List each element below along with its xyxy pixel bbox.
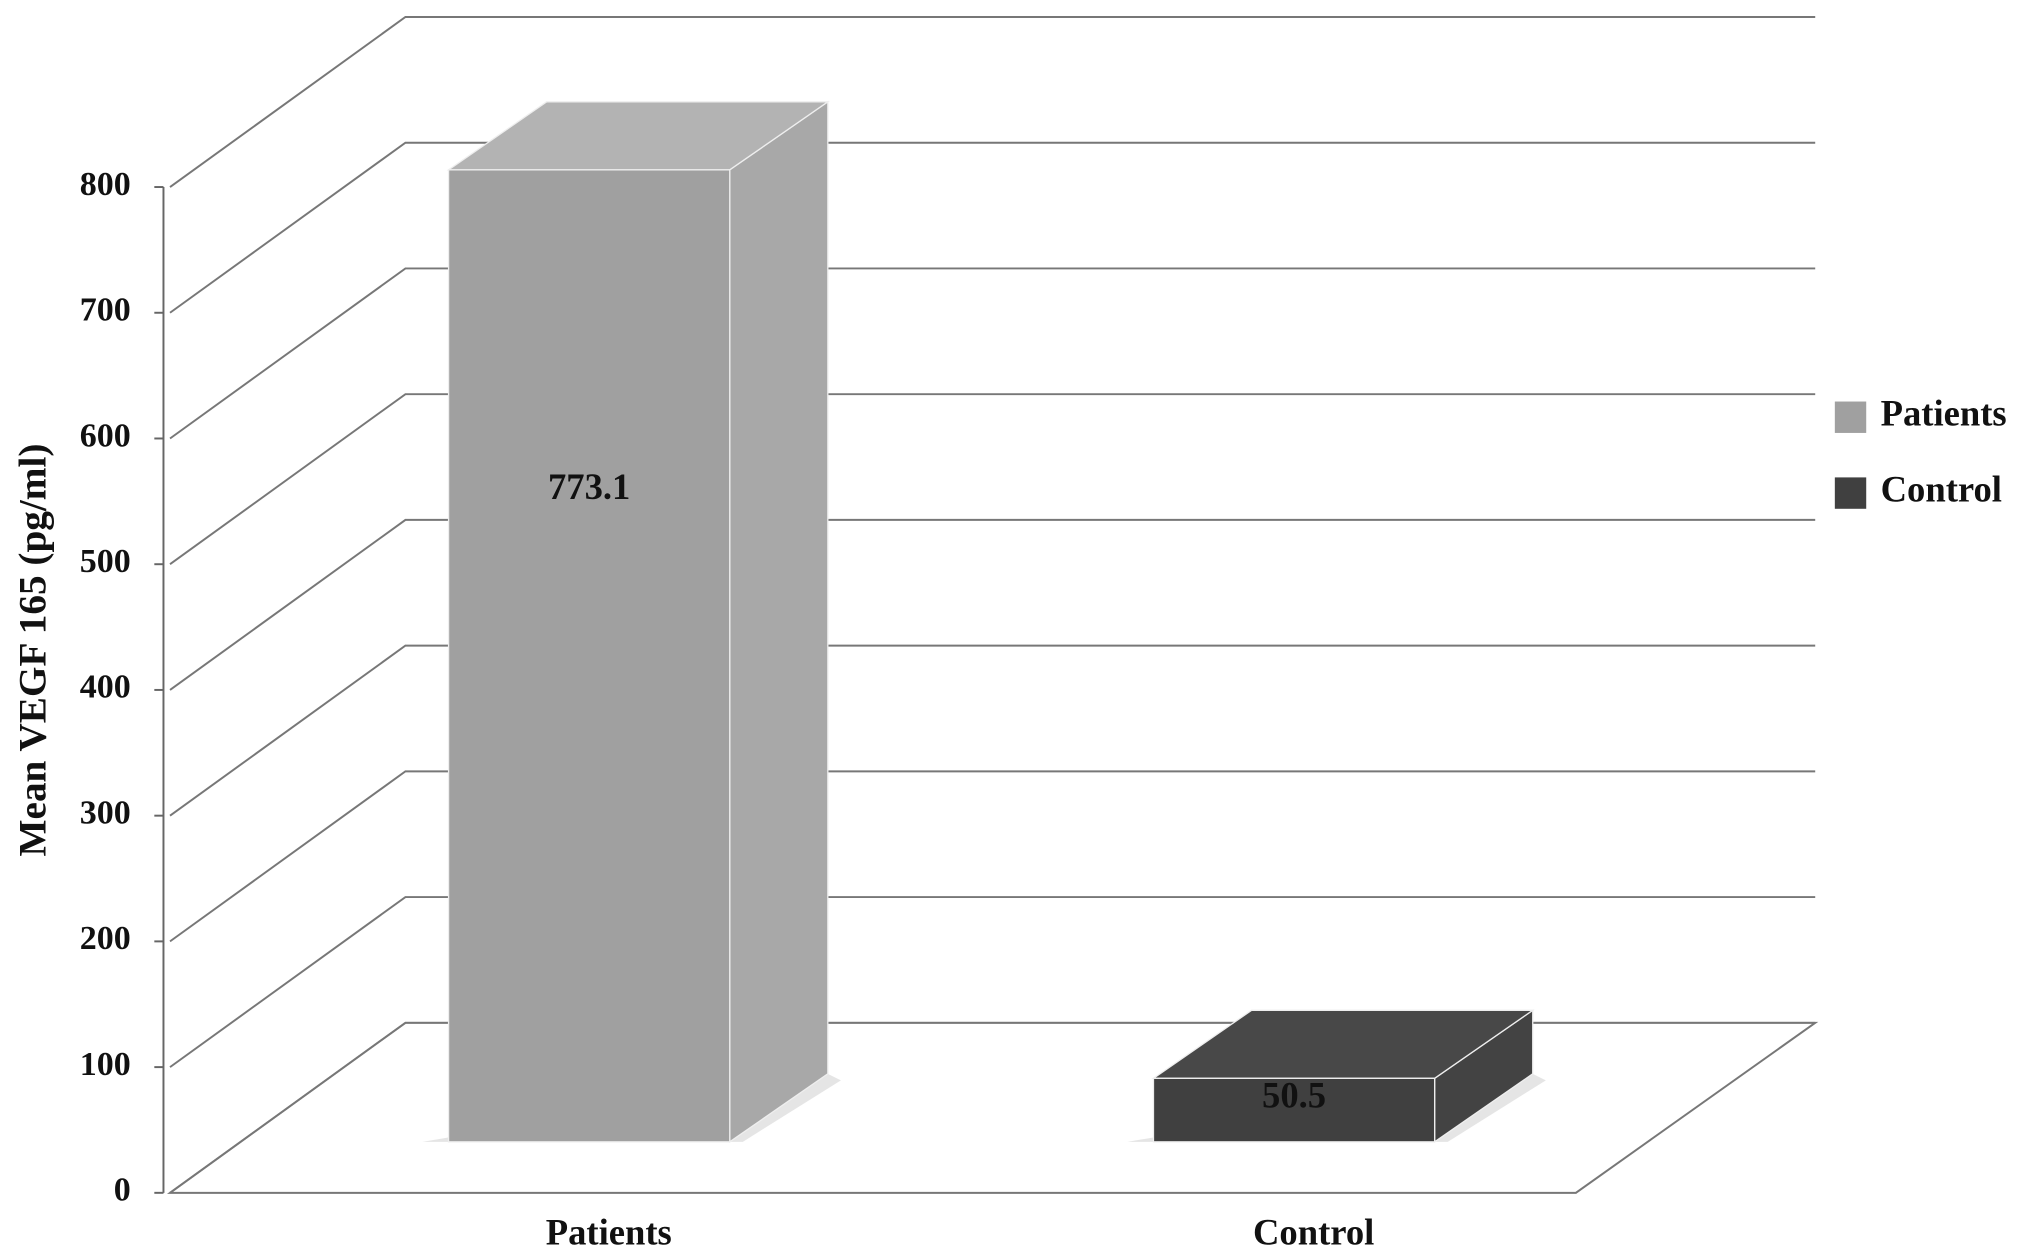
grid-line [169,16,1816,188]
grid-line [169,518,1816,691]
y-tick-label: 100 [80,1046,131,1083]
bar [1152,1077,1436,1143]
y-tick-label: 700 [80,292,131,329]
bar-side [729,100,829,1144]
x-tick-label: Patients [546,1211,672,1252]
floor [166,1021,1819,1194]
value-label: 50.5 [1262,1075,1326,1116]
y-tick-label: 300 [80,794,131,831]
value-label: 773.1 [548,466,630,507]
y-tick-label: 800 [80,166,131,203]
grid-line [169,896,1816,1068]
x-tick-label: Control [1253,1211,1374,1252]
grid-line [169,267,1816,440]
legend-swatch [1834,477,1867,509]
grid-line [169,770,1816,943]
bar [447,169,731,1143]
y-tick-label: 600 [80,417,131,454]
grid-line [169,141,1816,314]
grid-line [169,644,1816,817]
grid-line [169,393,1816,566]
legend-swatch [1834,401,1867,433]
y-axis-title: Mean VEGF 165 (pg/ml) [12,444,55,857]
legend-label: Patients [1881,393,2007,434]
legend-label: Control [1881,468,2002,509]
y-tick-label: 500 [80,543,131,580]
y-tick-label: 400 [80,669,131,706]
y-tick-label: 0 [114,1172,131,1209]
y-tick-label: 200 [80,920,131,957]
